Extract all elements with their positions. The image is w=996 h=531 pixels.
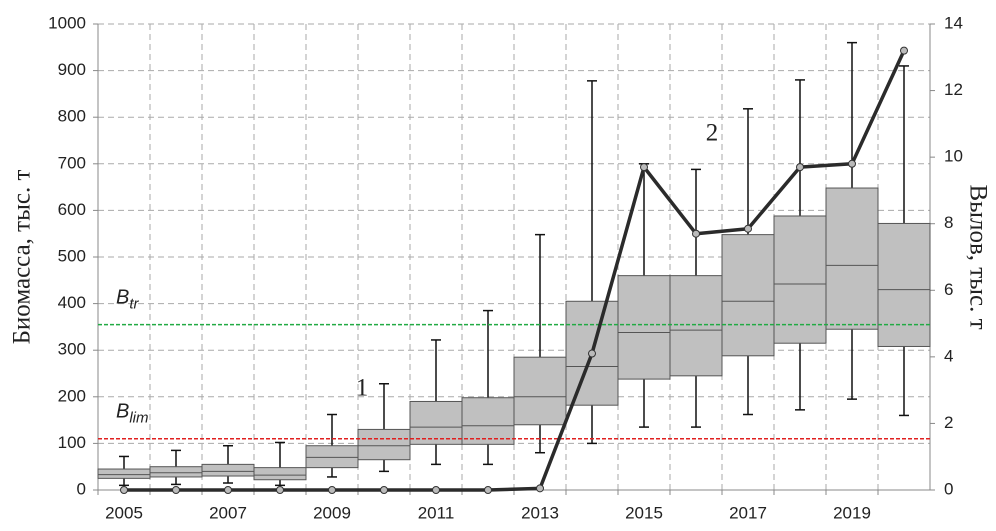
x-tick-label: 2009 <box>313 503 351 522</box>
annotation: 1 <box>356 375 369 402</box>
y2-tick-label: 8 <box>944 213 953 232</box>
x-tick-label: 2017 <box>729 503 767 522</box>
y-axis-label: Биомасса, тыс. т <box>9 170 36 345</box>
box <box>97 468 151 479</box>
line-point <box>848 159 856 168</box>
y2-tick-label: 6 <box>944 280 953 299</box>
line-point <box>640 163 648 172</box>
reference-label-main: B <box>116 401 129 423</box>
line-point <box>224 486 232 494</box>
line-point <box>432 486 440 494</box>
box <box>357 428 411 461</box>
box <box>617 275 671 380</box>
line-series <box>124 49 906 492</box>
box <box>825 187 879 330</box>
box <box>461 397 515 445</box>
line-point <box>536 484 544 493</box>
y2-tick-label: 2 <box>944 413 953 432</box>
line-point <box>484 486 492 494</box>
x-tick-label: 2005 <box>105 503 143 522</box>
box <box>513 356 567 426</box>
y2-axis-label: Вылов, тыс. т <box>964 185 991 330</box>
y-tick-label: 900 <box>58 60 86 79</box>
line-point <box>172 486 180 494</box>
x-tick-label: 2007 <box>209 503 247 522</box>
y-tick-label: 0 <box>77 479 86 498</box>
box <box>409 400 463 445</box>
line-point <box>276 486 284 494</box>
box <box>149 466 203 478</box>
y-tick-label: 300 <box>58 340 86 359</box>
y2-tick-label: 4 <box>944 346 953 365</box>
reference-label-sub: lim <box>129 410 148 427</box>
line-point <box>328 486 336 494</box>
line-point <box>692 229 700 238</box>
y2-tick-label: 12 <box>944 80 963 99</box>
line-point <box>120 486 128 494</box>
y-tick-label: 500 <box>58 246 86 265</box>
reference-label-main: B <box>116 287 129 309</box>
reference-label: Blim <box>116 401 149 427</box>
y-tick-label: 700 <box>58 153 86 172</box>
y2-tick-label: 10 <box>944 147 963 166</box>
line-point <box>380 486 388 494</box>
box <box>201 463 255 477</box>
x-tick-label: 2011 <box>418 503 455 522</box>
line-point <box>900 46 908 55</box>
box <box>669 275 723 377</box>
line-point <box>588 349 596 358</box>
y-tick-label: 400 <box>58 293 86 312</box>
box <box>305 445 359 469</box>
reference-label: Btr <box>116 287 140 313</box>
y-tick-label: 100 <box>58 433 86 452</box>
y2-tick-label: 0 <box>944 479 953 498</box>
y-tick-label: 600 <box>58 200 86 219</box>
box <box>253 467 307 481</box>
y-tick-label: 1000 <box>48 13 86 32</box>
annotation: 2 <box>706 120 719 147</box>
x-tick-label: 2015 <box>625 503 663 522</box>
x-tick-label: 2013 <box>521 503 559 522</box>
reference-label-sub: tr <box>129 296 139 313</box>
x-tick-label: 2019 <box>833 503 871 522</box>
y2-tick-label: 14 <box>944 13 963 32</box>
box <box>721 234 775 357</box>
box <box>877 222 931 347</box>
y-tick-label: 800 <box>58 107 86 126</box>
y-tick-label: 200 <box>58 386 86 405</box>
line-point <box>796 163 804 172</box>
box <box>773 215 827 344</box>
line-point <box>744 224 752 233</box>
